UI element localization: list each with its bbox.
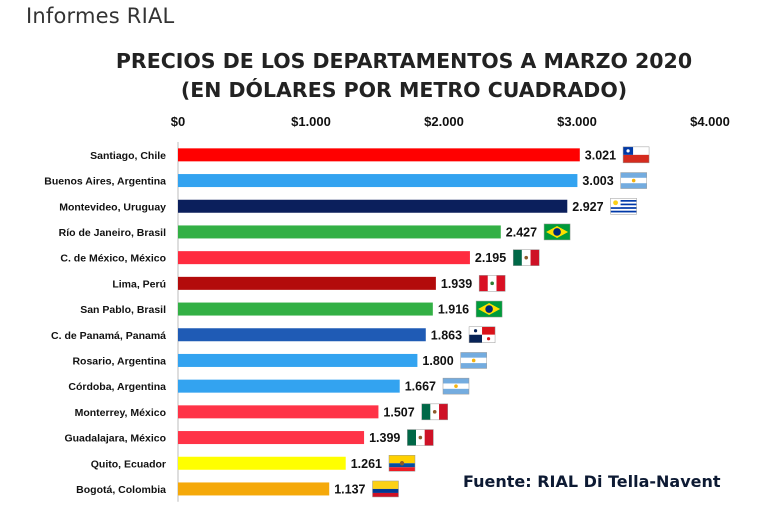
chart-title: PRECIOS DE LOS DEPARTAMENTOS A MARZO 202…: [116, 49, 692, 73]
value-label: 1.137: [334, 482, 365, 496]
chart-row: Córdoba, Argentina 1.667: [68, 377, 470, 395]
value-label: 2.195: [475, 251, 506, 265]
value-label: 1.261: [351, 457, 382, 471]
value-label: 2.927: [572, 200, 603, 214]
category-label: C. de Panamá, Panamá: [51, 330, 166, 342]
bar: [178, 405, 379, 419]
mexico-flag-icon: [512, 249, 540, 266]
bar: [178, 456, 346, 470]
category-label: Buenos Aires, Argentina: [44, 176, 166, 188]
header-label: Informes RIAL: [26, 4, 175, 28]
chile-flag-icon: [622, 146, 650, 164]
x-tick-label: $3.000: [557, 114, 597, 129]
mexico-flag-icon: [407, 429, 434, 446]
bar: [178, 431, 365, 445]
value-label: 3.021: [585, 148, 616, 162]
brazil-flag-icon: [543, 223, 571, 241]
value-label: 1.667: [405, 380, 436, 394]
category-label: Monterrey, México: [75, 407, 166, 419]
chart-subtitle: (EN DÓLARES POR METRO CUADRADO): [181, 77, 627, 102]
category-label: Lima, Perú: [112, 278, 166, 290]
panama-flag-icon: [468, 326, 496, 343]
bar: [178, 148, 580, 162]
chart-row: Santiago, Chile 3.021: [90, 146, 650, 164]
x-tick-label: $1.000: [291, 114, 331, 129]
colombia-flag-icon: [372, 480, 399, 498]
value-label: 1.939: [441, 277, 472, 291]
ecuador-flag-icon: [388, 455, 416, 472]
bar: [178, 225, 501, 239]
category-label: San Pablo, Brasil: [80, 304, 166, 316]
category-label: Rosario, Argentina: [72, 355, 166, 367]
x-tick-label: $2.000: [424, 114, 464, 129]
bar: [178, 353, 418, 367]
bar: [178, 199, 568, 213]
uruguay-flag-icon: [610, 198, 637, 215]
value-label: 1.863: [431, 328, 462, 342]
bar: [178, 251, 470, 265]
category-label: Río de Janeiro, Brasil: [59, 227, 166, 239]
chart-row: Bogotá, Colombia 1.137: [76, 480, 399, 498]
mexico-flag-icon: [421, 403, 448, 421]
chart-row: San Pablo, Brasil 1.916: [80, 300, 503, 318]
value-label: 1.399: [369, 431, 400, 445]
category-label: Guadalajara, México: [64, 433, 166, 445]
chart-row: Quito, Ecuador 1.261: [91, 455, 416, 472]
bar: [178, 482, 330, 496]
bar: [178, 174, 578, 188]
value-label: 1.800: [422, 354, 453, 368]
chart-row: Buenos Aires, Argentina 3.003: [44, 172, 647, 189]
value-label: 1.507: [383, 405, 414, 419]
argentina-flag-icon: [442, 377, 470, 395]
peru-flag-icon: [478, 275, 506, 292]
x-tick-label: $4.000: [690, 114, 730, 129]
chart-row: Monterrey, México 1.507: [75, 403, 448, 421]
bar: [178, 328, 426, 342]
category-label: Santiago, Chile: [90, 150, 166, 162]
category-label: Quito, Ecuador: [91, 458, 166, 470]
category-label: Montevideo, Uruguay: [59, 201, 166, 213]
brazil-flag-icon: [475, 300, 503, 318]
source-note: Fuente: RIAL Di Tella-Navent: [463, 472, 721, 491]
chart-row: Rosario, Argentina 1.800: [72, 352, 487, 369]
chart-row: C. de Panamá, Panamá 1.863: [51, 326, 496, 343]
category-label: C. de México, México: [60, 253, 166, 265]
chart-row: Lima, Perú 1.939: [112, 275, 506, 292]
value-label: 3.003: [582, 174, 613, 188]
chart-row: Río de Janeiro, Brasil 2.427: [59, 223, 571, 241]
x-tick-label: $0: [171, 114, 185, 129]
chart-row: Montevideo, Uruguay 2.927: [59, 198, 637, 215]
bar: [178, 302, 433, 316]
argentina-flag-icon: [620, 172, 647, 189]
category-label: Bogotá, Colombia: [76, 484, 166, 496]
bar: [178, 276, 436, 290]
category-label: Córdoba, Argentina: [68, 381, 166, 393]
chart-row: C. de México, México 2.195: [60, 249, 540, 266]
bar: [178, 379, 400, 393]
argentina-flag-icon: [460, 352, 487, 369]
chart-row: Guadalajara, México 1.399: [64, 429, 434, 446]
value-label: 1.916: [438, 303, 469, 317]
value-label: 2.427: [506, 225, 537, 239]
